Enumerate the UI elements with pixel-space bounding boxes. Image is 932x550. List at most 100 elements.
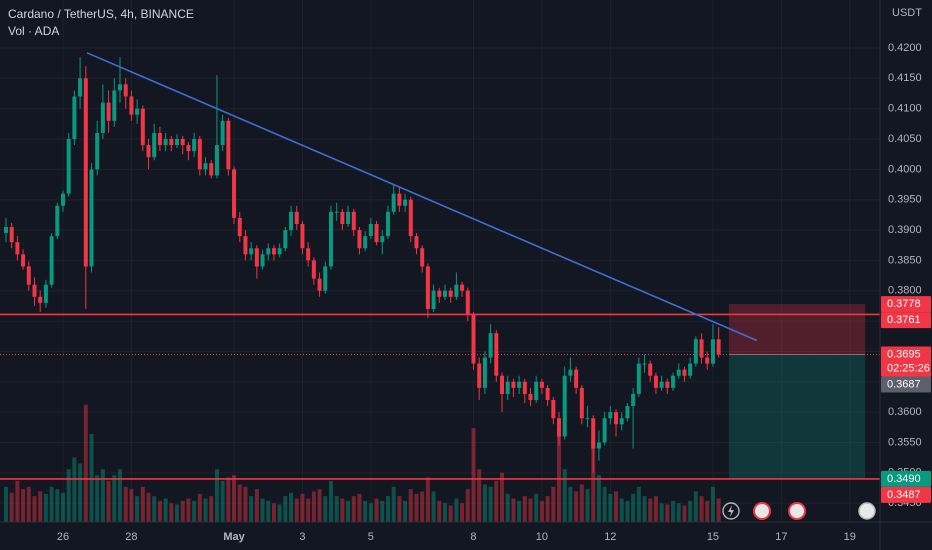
volume-bar — [460, 503, 465, 522]
candle-body — [562, 375, 567, 437]
volume-bar — [551, 486, 556, 522]
candle-body — [397, 193, 402, 206]
volume-bar — [186, 498, 191, 522]
candle-body — [488, 333, 493, 358]
price-label-box — [881, 376, 931, 393]
volume-bar — [693, 491, 698, 522]
overlay — [728, 304, 866, 479]
volume-bar — [477, 469, 482, 522]
candle-body — [203, 163, 208, 170]
volume-bar — [368, 503, 373, 522]
volume-bar — [631, 493, 636, 522]
candle-body — [648, 363, 653, 376]
candle-body — [89, 169, 94, 267]
candle-body — [249, 248, 254, 255]
volume-bar — [710, 486, 715, 522]
y-tick-label: 0.4050 — [888, 133, 922, 145]
volume-title: Vol · ADA — [8, 24, 59, 38]
candle-body — [482, 357, 487, 388]
candle-body — [511, 381, 516, 388]
volume-bar — [60, 492, 65, 522]
event-icon[interactable] — [788, 502, 806, 520]
candle-body — [403, 199, 408, 206]
volume-bar — [317, 489, 322, 522]
candle-body — [21, 254, 26, 267]
volume-bar — [300, 493, 305, 522]
candle-body — [437, 290, 442, 297]
volume-bar — [192, 500, 197, 522]
candle-body — [232, 169, 237, 218]
event-icon[interactable] — [858, 502, 876, 520]
volume-bar — [118, 469, 123, 522]
volume-bar — [294, 498, 299, 522]
candle-body — [311, 260, 316, 279]
volume-bar — [9, 492, 14, 522]
volume-bar — [517, 500, 522, 522]
volume-bar — [100, 469, 105, 522]
candle-body — [328, 211, 333, 267]
volume-bar — [403, 500, 408, 522]
price-label-box — [881, 470, 931, 487]
candle-body — [431, 290, 436, 309]
candle-body — [710, 339, 715, 364]
candle-body — [289, 211, 294, 231]
candle-body — [557, 418, 562, 437]
volume-bar — [557, 434, 562, 522]
volume-bar — [391, 486, 396, 522]
volume-bar — [83, 404, 88, 522]
volume-bar — [562, 469, 567, 522]
event-icons — [722, 502, 876, 520]
x-tick-label: 17 — [775, 531, 787, 543]
candle-body — [602, 418, 607, 443]
candle-body — [693, 339, 698, 364]
candle-body — [226, 120, 231, 170]
volume-bar — [539, 500, 544, 522]
volume-bar — [357, 493, 362, 522]
candle-body — [522, 381, 527, 394]
y-tick-label: 0.4100 — [888, 103, 922, 115]
volume-bar — [346, 500, 351, 522]
candle-body — [374, 223, 379, 243]
candle-body — [15, 242, 20, 255]
volume-bar — [232, 475, 237, 522]
candle-body — [192, 138, 197, 152]
volume-bar — [705, 500, 710, 522]
volume-bar — [340, 498, 345, 522]
volume-bar — [625, 500, 630, 522]
volume-bar — [66, 469, 71, 522]
candle-body — [300, 223, 305, 249]
candle-body — [477, 363, 482, 388]
candle-body — [26, 266, 31, 285]
volume-bar — [380, 500, 385, 522]
x-tick-label: 8 — [470, 531, 476, 543]
candle-body — [391, 193, 396, 212]
volume-bar — [522, 496, 527, 522]
volume-bar — [431, 491, 436, 522]
volume-bar — [180, 500, 185, 522]
candle-body — [528, 393, 533, 400]
candle-body — [568, 369, 573, 376]
axes: 0.34500.35000.35500.36000.36500.37000.37… — [57, 42, 931, 543]
candle-body — [414, 236, 419, 249]
volume-bar — [397, 496, 402, 522]
volume-bar — [408, 489, 413, 522]
candle-body — [323, 266, 328, 291]
candle-body — [100, 102, 105, 133]
volume-bar — [471, 428, 476, 522]
volume-bar — [311, 491, 316, 522]
volume-bar — [437, 500, 442, 522]
price-label: 0.3687 — [887, 378, 921, 390]
candle-body — [118, 84, 123, 91]
volume-bar — [374, 498, 379, 522]
candle-body — [636, 363, 641, 394]
candle-body — [157, 132, 162, 146]
volume-bar — [203, 498, 208, 522]
candle-body — [380, 236, 385, 243]
candle-body — [653, 375, 658, 388]
candle-body — [442, 290, 447, 297]
y-tick-label: 0.4200 — [888, 42, 922, 54]
volume-bar — [169, 503, 174, 522]
volume-bar — [95, 475, 100, 522]
volume-bar — [545, 496, 550, 522]
event-icon[interactable] — [753, 502, 771, 520]
